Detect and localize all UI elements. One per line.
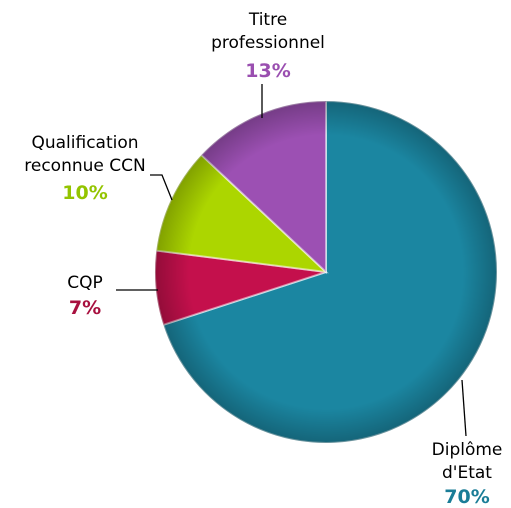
slice-value-label: 7% bbox=[69, 297, 101, 319]
leader-line bbox=[150, 174, 173, 201]
slice-label: Diplôme d'Etat bbox=[432, 440, 503, 483]
pie bbox=[154, 99, 498, 444]
slice-label: Qualification reconnue CCN bbox=[24, 133, 145, 176]
slice-label: CQP bbox=[67, 273, 103, 293]
slice-value-label: 70% bbox=[444, 486, 489, 508]
slice-value-label: 10% bbox=[62, 182, 107, 204]
leader-line bbox=[461, 379, 467, 437]
slice-label: Titre professionnel bbox=[211, 10, 325, 53]
slice-value-label: 13% bbox=[245, 60, 290, 82]
